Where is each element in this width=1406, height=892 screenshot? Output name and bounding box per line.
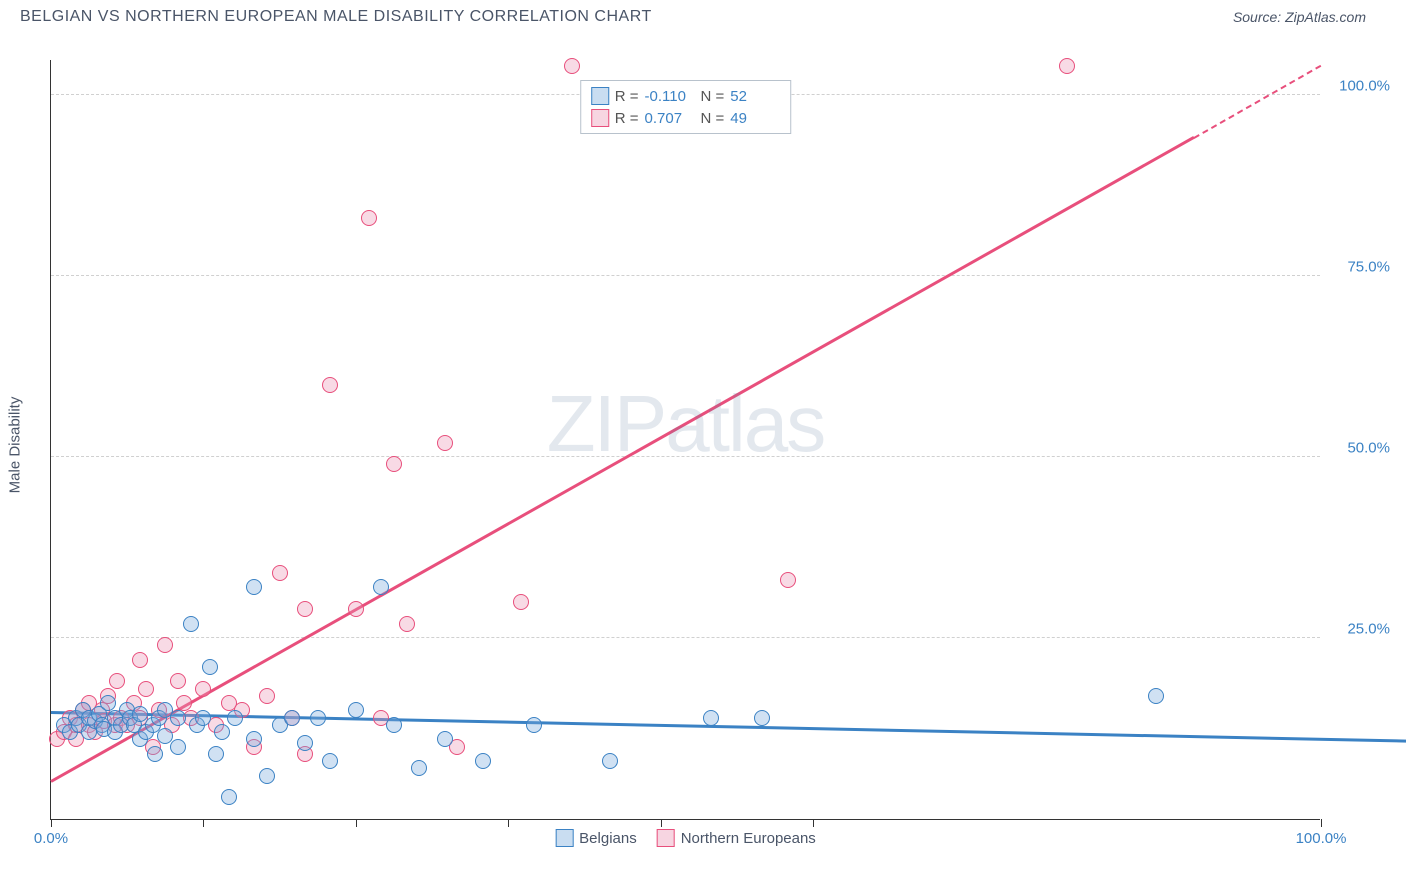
data-point — [221, 789, 237, 805]
data-point — [322, 753, 338, 769]
legend-bottom: Belgians Northern Europeans — [555, 829, 816, 847]
r-label: R = — [615, 110, 639, 127]
swatch-pink-icon — [591, 109, 609, 127]
data-point — [754, 710, 770, 726]
data-point — [246, 579, 262, 595]
data-point — [437, 731, 453, 747]
data-point — [195, 681, 211, 697]
data-point — [208, 746, 224, 762]
data-point — [214, 724, 230, 740]
ytick-label: 25.0% — [1347, 621, 1390, 638]
legend-item-pink: Northern Europeans — [657, 829, 816, 847]
data-point — [183, 616, 199, 632]
r-value-blue: -0.110 — [645, 88, 695, 105]
stats-row-pink: R = 0.707 N = 49 — [591, 107, 781, 129]
data-point — [227, 710, 243, 726]
data-point — [780, 572, 796, 588]
xtick — [661, 819, 662, 827]
xtick — [508, 819, 509, 827]
data-point — [1059, 58, 1075, 74]
stats-legend-box: R = -0.110 N = 52 R = 0.707 N = 49 — [580, 80, 792, 134]
chart-container: Male Disability R = -0.110 N = 52 R = 0.… — [50, 40, 1390, 850]
data-point — [475, 753, 491, 769]
legend-item-blue: Belgians — [555, 829, 637, 847]
y-axis-label: Male Disability — [7, 397, 24, 494]
data-point — [411, 760, 427, 776]
data-point — [170, 739, 186, 755]
n-label: N = — [701, 88, 725, 105]
data-point — [297, 735, 313, 751]
data-point — [361, 210, 377, 226]
xtick — [203, 819, 204, 827]
data-point — [322, 377, 338, 393]
swatch-blue-icon — [555, 829, 573, 847]
xtick — [1321, 819, 1322, 827]
data-point — [109, 673, 125, 689]
data-point — [147, 746, 163, 762]
n-label: N = — [701, 110, 725, 127]
data-point — [202, 659, 218, 675]
trend-line — [1194, 64, 1322, 138]
xtick — [813, 819, 814, 827]
data-point — [170, 673, 186, 689]
swatch-pink-icon — [657, 829, 675, 847]
watermark-zip: ZIP — [547, 379, 665, 468]
data-point — [195, 710, 211, 726]
data-point — [170, 710, 186, 726]
watermark-atlas: atlas — [665, 379, 824, 468]
data-point — [513, 594, 529, 610]
xtick — [51, 819, 52, 827]
data-point — [348, 702, 364, 718]
data-point — [373, 579, 389, 595]
data-point — [386, 717, 402, 733]
chart-header: BELGIAN VS NORTHERN EUROPEAN MALE DISABI… — [0, 0, 1406, 30]
legend-label-blue: Belgians — [579, 830, 637, 847]
gridline — [51, 275, 1320, 276]
gridline — [51, 456, 1320, 457]
stats-row-blue: R = -0.110 N = 52 — [591, 85, 781, 107]
xtick-label: 0.0% — [34, 830, 68, 847]
ytick-label: 100.0% — [1339, 78, 1390, 95]
data-point — [259, 688, 275, 704]
data-point — [386, 456, 402, 472]
data-point — [272, 565, 288, 581]
data-point — [297, 601, 313, 617]
data-point — [284, 710, 300, 726]
data-point — [564, 58, 580, 74]
legend-label-pink: Northern Europeans — [681, 830, 816, 847]
n-value-blue: 52 — [730, 88, 780, 105]
xtick — [356, 819, 357, 827]
xtick-label: 100.0% — [1296, 830, 1347, 847]
data-point — [310, 710, 326, 726]
data-point — [437, 435, 453, 451]
data-point — [602, 753, 618, 769]
r-value-pink: 0.707 — [645, 110, 695, 127]
data-point — [1148, 688, 1164, 704]
data-point — [348, 601, 364, 617]
ytick-label: 50.0% — [1347, 440, 1390, 457]
ytick-label: 75.0% — [1347, 259, 1390, 276]
data-point — [132, 652, 148, 668]
chart-title: BELGIAN VS NORTHERN EUROPEAN MALE DISABI… — [20, 8, 652, 26]
plot-area: R = -0.110 N = 52 R = 0.707 N = 49 ZIPat… — [50, 60, 1320, 820]
gridline — [51, 637, 1320, 638]
data-point — [526, 717, 542, 733]
swatch-blue-icon — [591, 87, 609, 105]
n-value-pink: 49 — [730, 110, 780, 127]
data-point — [259, 768, 275, 784]
chart-source: Source: ZipAtlas.com — [1233, 9, 1366, 25]
trend-line — [50, 136, 1194, 783]
data-point — [399, 616, 415, 632]
data-point — [157, 637, 173, 653]
data-point — [138, 681, 154, 697]
data-point — [246, 731, 262, 747]
r-label: R = — [615, 88, 639, 105]
data-point — [703, 710, 719, 726]
